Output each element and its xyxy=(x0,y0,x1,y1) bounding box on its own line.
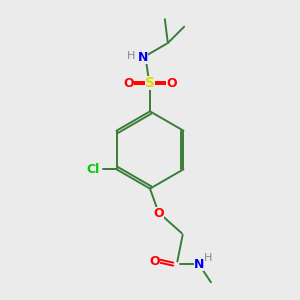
Text: O: O xyxy=(154,207,164,220)
Text: O: O xyxy=(149,255,160,268)
Text: Cl: Cl xyxy=(86,163,99,176)
Text: H: H xyxy=(204,253,212,263)
Text: N: N xyxy=(137,51,148,64)
Text: O: O xyxy=(123,76,134,90)
Text: H: H xyxy=(127,51,136,62)
Text: S: S xyxy=(145,76,155,90)
Text: O: O xyxy=(166,76,177,90)
Text: N: N xyxy=(194,258,204,271)
